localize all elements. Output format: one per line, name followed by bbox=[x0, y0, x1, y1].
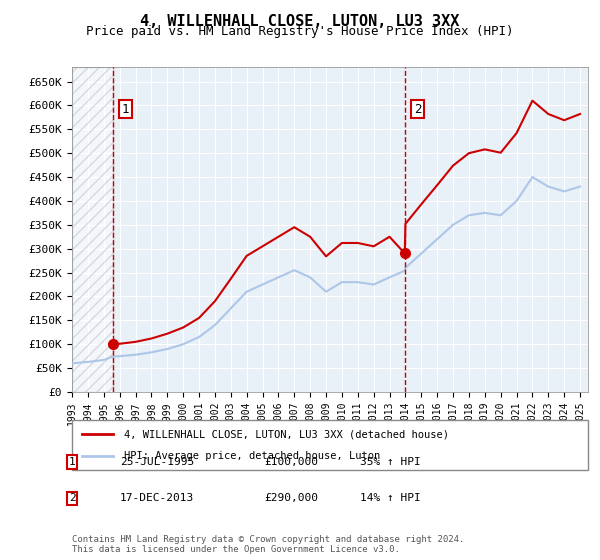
Text: 4, WILLENHALL CLOSE, LUTON, LU3 3XX (detached house): 4, WILLENHALL CLOSE, LUTON, LU3 3XX (det… bbox=[124, 429, 449, 439]
Text: HPI: Average price, detached house, Luton: HPI: Average price, detached house, Luto… bbox=[124, 451, 380, 461]
Text: £100,000: £100,000 bbox=[264, 457, 318, 467]
Text: 2: 2 bbox=[68, 493, 76, 503]
Text: 4, WILLENHALL CLOSE, LUTON, LU3 3XX: 4, WILLENHALL CLOSE, LUTON, LU3 3XX bbox=[140, 14, 460, 29]
Text: 14% ↑ HPI: 14% ↑ HPI bbox=[360, 493, 421, 503]
Text: 35% ↑ HPI: 35% ↑ HPI bbox=[360, 457, 421, 467]
Text: 17-DEC-2013: 17-DEC-2013 bbox=[120, 493, 194, 503]
Bar bbox=[72, 67, 113, 392]
Text: £290,000: £290,000 bbox=[264, 493, 318, 503]
Text: Contains HM Land Registry data © Crown copyright and database right 2024.
This d: Contains HM Land Registry data © Crown c… bbox=[72, 535, 464, 554]
Text: 1: 1 bbox=[122, 103, 129, 116]
Text: 2: 2 bbox=[414, 103, 421, 116]
FancyBboxPatch shape bbox=[72, 420, 588, 470]
Text: Price paid vs. HM Land Registry's House Price Index (HPI): Price paid vs. HM Land Registry's House … bbox=[86, 25, 514, 38]
Text: 1: 1 bbox=[68, 457, 76, 467]
Text: 25-JUL-1995: 25-JUL-1995 bbox=[120, 457, 194, 467]
